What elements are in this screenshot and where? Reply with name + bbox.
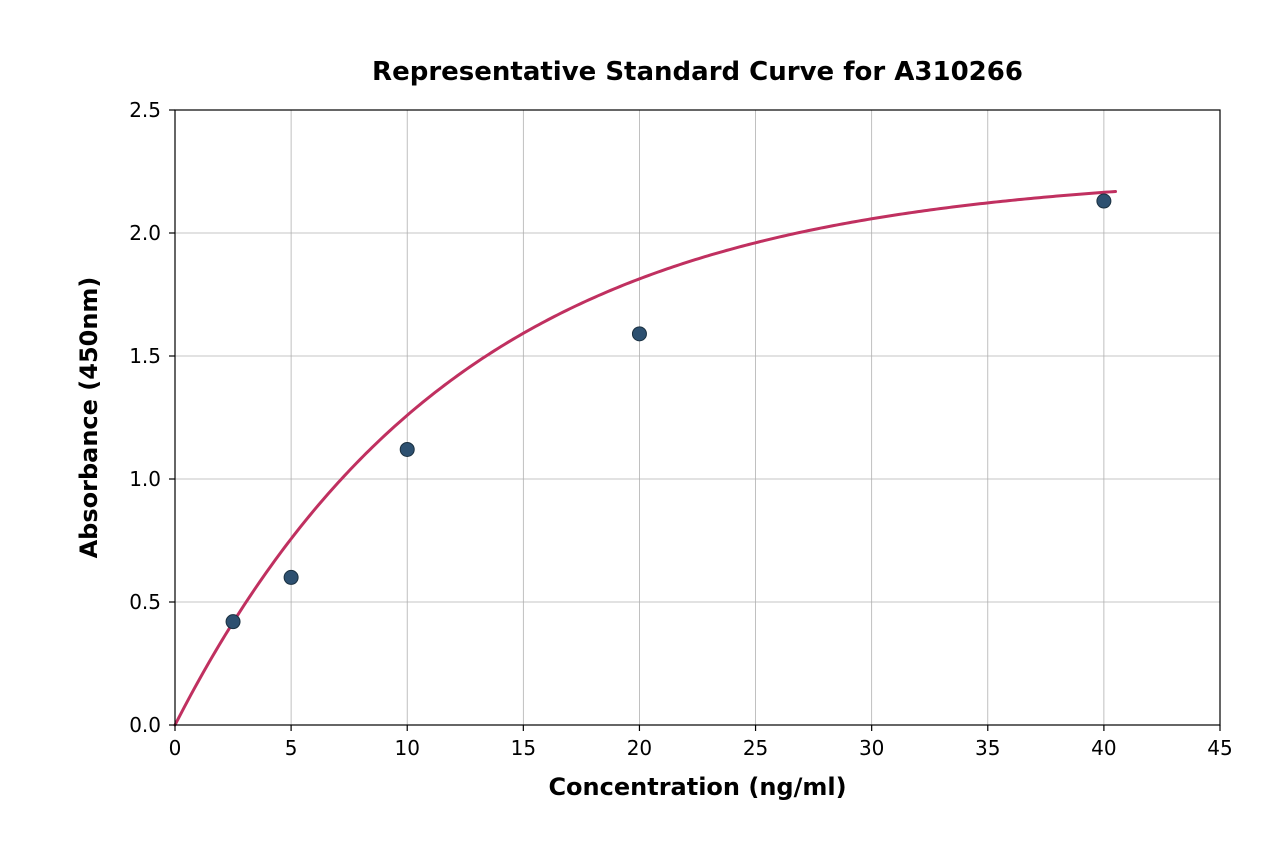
standard-curve-chart: 0 5 10 15 20 25 30 35 40 45 0.0 0.5 1.0 1.5 2.0 2.5 Conc… [0,0,1280,845]
x-tick-label: 5 [285,736,298,760]
x-tick-label: 35 [975,736,1000,760]
data-point [226,615,240,629]
x-tick-label: 15 [511,736,536,760]
data-point [284,570,298,584]
y-tick-label: 0.0 [129,713,161,737]
y-axis-label: Absorbance (450nm) [75,277,103,559]
data-point [400,442,414,456]
y-tick-label: 1.5 [129,344,161,368]
y-tick-label: 1.0 [129,467,161,491]
x-tick-label: 0 [169,736,182,760]
x-axis-label: Concentration (ng/ml) [548,773,846,801]
data-point [632,327,646,341]
x-tick-label: 45 [1207,736,1232,760]
data-point [1097,194,1111,208]
plot-area [175,110,1220,725]
y-tick-label: 0.5 [129,590,161,614]
x-tick-label: 20 [627,736,652,760]
chart-title: Representative Standard Curve for A31026… [372,57,1023,87]
x-tick-label: 25 [743,736,768,760]
y-tick-label: 2.5 [129,98,161,122]
x-tick-label: 40 [1091,736,1116,760]
x-tick-label: 10 [394,736,419,760]
chart-container: 0 5 10 15 20 25 30 35 40 45 0.0 0.5 1.0 1.5 2.0 2.5 Conc… [0,0,1280,845]
y-tick-label: 2.0 [129,221,161,245]
x-tick-label: 30 [859,736,884,760]
